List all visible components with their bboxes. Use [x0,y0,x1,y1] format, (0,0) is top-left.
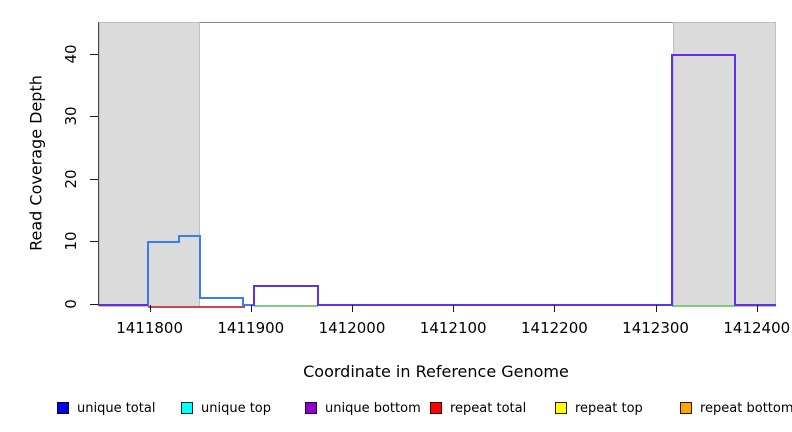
series-segment-repeat-total [147,306,245,308]
series-segment-unique-bottom [733,53,736,306]
y-axis-tick [90,241,98,242]
legend-item-unique-bottom: unique bottom [305,400,421,416]
series-segment-unique-bottom [252,284,255,306]
series-segment-unique-bottom [99,303,148,306]
series-segment-green-zero-line [671,305,735,307]
legend-swatch-icon [305,402,317,414]
series-segment-unique-total [200,297,243,300]
series-segment-unique-bottom [671,53,735,56]
x-axis-tick-label: 1412200 [520,319,588,337]
x-axis-tick [149,305,151,312]
x-axis-tick [655,305,657,312]
legend-label: unique bottom [325,400,421,416]
legend-item-repeat-total: repeat total [430,400,527,416]
legend-label: unique total [77,400,156,416]
legend-swatch-icon [181,402,193,414]
series-segment-unique-bottom [253,284,318,287]
x-axis-tick-label: 1411900 [217,319,285,337]
x-axis-tick-label: 1412000 [318,319,386,337]
series-segment-unique-total [241,297,244,306]
series-segment-green-zero-line [253,305,318,307]
legend-swatch-icon [680,402,692,414]
y-axis-tick-label: 40 [62,43,80,64]
x-axis-title: Coordinate in Reference Genome [303,362,569,381]
legend-item-unique-total: unique total [57,400,156,416]
legend-label: repeat total [450,400,527,416]
x-axis-tick [250,305,252,312]
x-axis-tick-label: 1412100 [419,319,487,337]
plot-area [98,22,776,308]
x-axis-tick [756,305,758,312]
y-axis-tick-label: 0 [62,298,80,309]
series-segment-unique-total [199,234,202,300]
y-axis-tick [90,116,98,117]
series-segment-unique-total [177,234,180,243]
y-axis-title: Read Coverage Depth [26,75,46,251]
x-axis-tick [554,305,556,312]
legend-swatch-icon [57,402,69,414]
y-axis-tick [90,178,98,180]
shaded-region [99,22,201,307]
legend-label: repeat top [575,400,643,416]
y-axis-tick-label: 10 [62,231,80,251]
series-segment-unique-total [242,303,254,306]
x-axis-tick-label: 1412400 [723,319,791,337]
shaded-region [672,22,776,307]
y-axis-tick-label: 20 [62,168,80,189]
series-segment-unique-total [146,241,149,306]
y-axis-tick [90,303,98,305]
x-axis-tick [352,305,353,312]
y-axis-tick-label: 30 [62,106,80,126]
legend-swatch-icon [555,402,567,414]
legend-item-repeat-top: repeat top [555,400,643,416]
legend-item-unique-top: unique top [181,400,272,416]
y-axis-tick [90,53,98,55]
x-axis-tick-label: 1411800 [116,319,184,337]
series-segment-unique-bottom [670,53,673,306]
x-axis-tick [453,305,455,312]
legend-swatch-icon [430,402,442,414]
legend-label: unique top [201,400,272,416]
series-segment-unique-total [178,234,201,237]
series-segment-unique-bottom [317,303,672,306]
legend-item-repeat-bottom: repeat bottom [680,400,792,416]
series-segment-unique-bottom [316,284,319,306]
x-axis-tick-label: 1412300 [622,319,689,337]
series-segment-unique-total [147,241,179,243]
legend-label: repeat bottom [700,400,792,416]
series-segment-unique-bottom [734,303,776,306]
